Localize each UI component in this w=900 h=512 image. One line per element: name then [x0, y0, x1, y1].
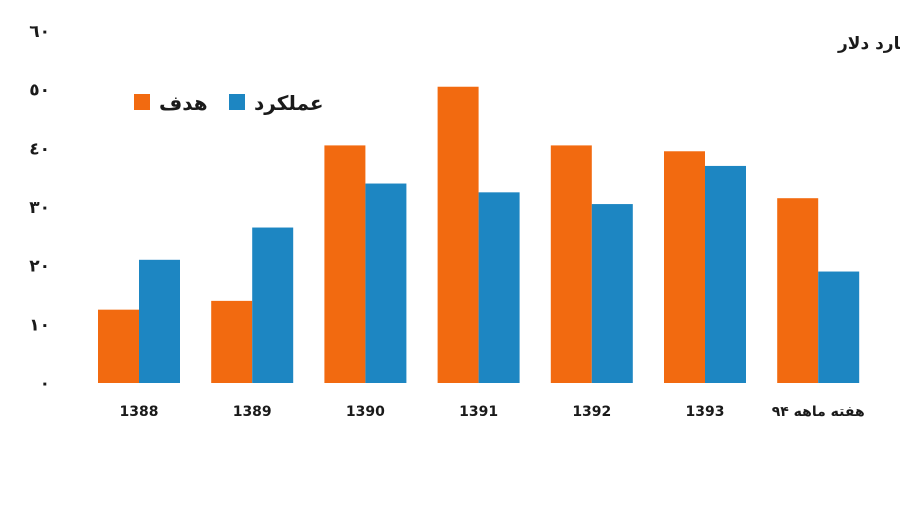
legend-swatch-target — [134, 94, 150, 110]
bar-actual-4 — [591, 204, 633, 383]
legend-label-actual: عملکرد — [254, 91, 324, 115]
y-axis: ٠ ١٠ ٢٠ ٣٠ ٤٠ ٥٠ ٦٠ — [29, 22, 50, 394]
x-tick-label: هفته ماهه ۹۴ — [772, 404, 865, 420]
bar-actual-0 — [139, 259, 180, 383]
bar-actual-6 — [818, 271, 860, 383]
bar-target-6 — [777, 198, 819, 383]
bar-actual-1 — [252, 227, 294, 383]
y-tick-label: ٥٠ — [29, 81, 50, 101]
y-tick-label: ٣٠ — [29, 198, 50, 218]
x-tick-label: 1393 — [686, 404, 725, 420]
legend-swatch-actual — [229, 94, 245, 110]
x-tick-label: 1390 — [346, 404, 385, 420]
bar-actual-2 — [365, 183, 407, 383]
x-tick-label: 1388 — [120, 404, 159, 420]
x-tick-label: 1389 — [233, 404, 272, 420]
bar-actual-5 — [705, 165, 746, 383]
y-tick-label: ٤٠ — [29, 139, 50, 159]
legend: هدف عملکرد — [134, 91, 324, 115]
chart-title: اهداف و عملکرد صادراتی در ۶ سال گذشته( ب… — [837, 33, 900, 54]
bar-target-0 — [98, 309, 139, 383]
x-tick-label: 1392 — [572, 404, 611, 420]
bar-target-1 — [211, 300, 253, 383]
bar-actual-3 — [478, 192, 520, 383]
y-tick-label: ٠ — [40, 374, 50, 394]
bars-group — [98, 86, 860, 383]
legend-label-target: هدف — [159, 91, 208, 115]
bar-target-5 — [664, 151, 705, 383]
y-tick-label: ٢٠ — [29, 257, 50, 277]
bar-target-2 — [324, 145, 366, 383]
x-tick-label: 1391 — [459, 404, 498, 420]
y-tick-label: ٦٠ — [29, 22, 50, 42]
x-axis: 1388 1389 1390 1391 1392 1393 هفته ماهه ۹۴ — [120, 404, 865, 420]
bar-target-4 — [550, 145, 592, 383]
bar-target-3 — [437, 86, 479, 383]
y-tick-label: ١٠ — [29, 315, 50, 335]
